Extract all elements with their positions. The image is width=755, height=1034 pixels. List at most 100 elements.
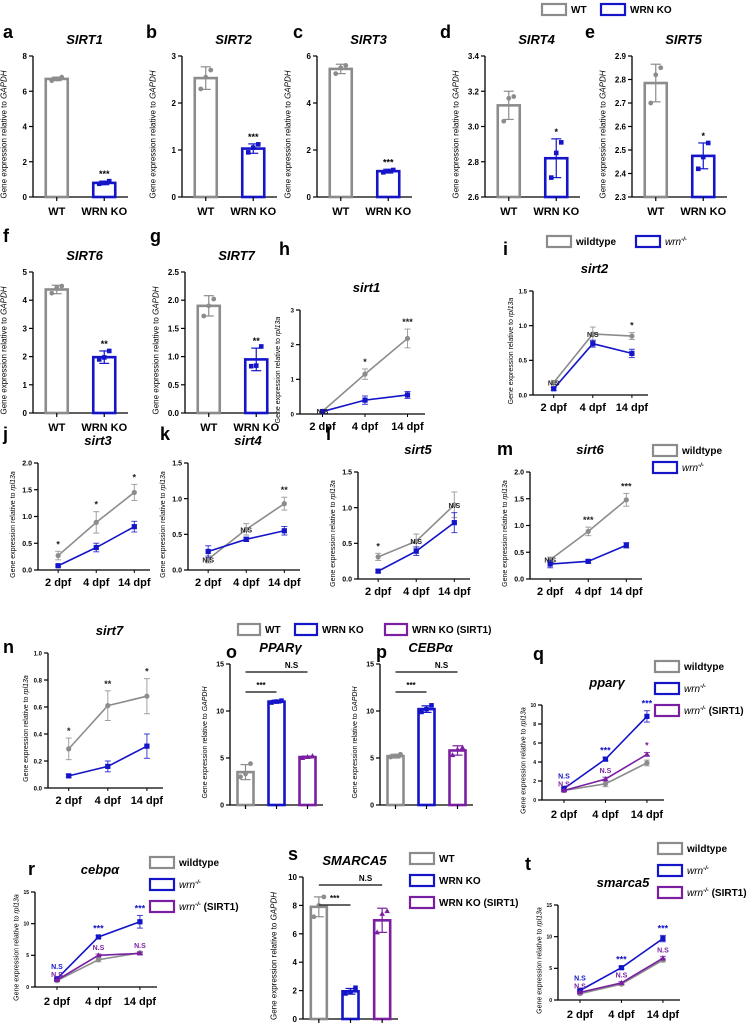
y-tick-label: 10: [530, 703, 536, 709]
chart-title: SIRT7: [218, 248, 255, 263]
data-point: [201, 313, 207, 319]
chart-title: SIRT4: [518, 32, 555, 47]
data-point: [137, 919, 143, 925]
data-point: [424, 706, 429, 712]
data-point: [93, 544, 99, 551]
data-point: [54, 76, 60, 82]
chart-title: sirt1: [353, 280, 380, 295]
significance-label: N.S: [51, 972, 63, 979]
x-tick-label: 14 dpf: [131, 795, 164, 807]
y-tick-label: 2.0: [168, 296, 180, 305]
significance-label: ***: [621, 481, 632, 491]
legend-item: WRN KO (SIRT1): [383, 622, 491, 637]
significance-label: *: [133, 472, 137, 482]
legend-swatch: [651, 460, 679, 475]
y-axis-label: Gene expression relative to GAPDH: [599, 70, 608, 198]
y-tick-label: 1.0: [22, 514, 32, 521]
panel-f: 0 1 2 3 4 5 Gene expression relative to GAPDH S…: [0, 226, 128, 434]
panel-letter: b: [146, 22, 157, 42]
y-tick-label: 2.3: [615, 193, 627, 202]
y-tick-label: 3.0: [468, 123, 480, 132]
legend-swatch: [599, 2, 627, 17]
x-tick-label: 2 dpf: [567, 1009, 594, 1021]
data-point: [413, 548, 419, 554]
data-point: [250, 145, 256, 150]
legend-label: WT: [265, 625, 281, 636]
data-point: [255, 142, 261, 147]
data-point: [643, 751, 650, 757]
data-point: [375, 568, 381, 574]
panel-o: 0 5 10 15 Gene expression relative to GAPDH P…: [202, 640, 323, 810]
y-tick-label: 0.0: [22, 568, 32, 575]
chart-title: sirt6: [576, 442, 604, 457]
y-tick-label: 10: [216, 709, 224, 716]
y-axis-label: Gene expression relative to rpl13a: [521, 707, 528, 814]
significance-label: **: [101, 339, 109, 349]
legend-label: WRN KO: [630, 5, 672, 16]
panel-d: 2.6 2.8 3.0 3.2 3.4 Gene expression relative …: [440, 22, 580, 218]
data-point: [660, 935, 666, 942]
data-point: [59, 74, 65, 80]
panel-letter: s: [288, 844, 298, 864]
panel-g: 0.0 0.5 1.0 1.5 2.0 2.5 Gene expression relati…: [150, 226, 280, 434]
data-point: [274, 699, 279, 704]
x-tick-label: 2 dpf: [44, 996, 71, 1008]
legend-swatch: [148, 899, 176, 914]
x-tick-label: WT: [197, 206, 214, 218]
data-point: [585, 558, 591, 564]
y-tick-label: 2.9: [615, 52, 627, 61]
legend-swatch: [545, 234, 573, 249]
x-tick-label: 2 dpf: [45, 577, 72, 589]
significance-label: *: [645, 741, 649, 751]
data-point: [96, 181, 102, 187]
significance-label: N.S: [240, 527, 252, 534]
bar: [240, 147, 266, 199]
y-tick-label: 10: [23, 922, 29, 928]
legend-label: wildtype: [575, 237, 616, 248]
data-point: [281, 528, 287, 534]
y-tick-label: 15: [23, 890, 29, 896]
panel-letter: p: [376, 642, 387, 662]
y-tick-label: 0: [370, 803, 374, 810]
y-axis-label: Gene expression relative to GAPDH: [270, 892, 279, 1020]
significance-label: N.S: [657, 947, 669, 954]
data-point: [53, 977, 60, 983]
significance-label: N.S: [51, 964, 63, 971]
legend-item: WT: [540, 2, 587, 17]
y-tick-label: 0: [549, 998, 552, 1004]
x-tick-label: 2 dpf: [365, 586, 392, 598]
data-point: [281, 501, 287, 507]
y-axis-label: Gene expression relative to rpl13a: [508, 298, 515, 405]
legend-item: wildtype: [545, 234, 616, 249]
y-tick-label: 15: [216, 662, 224, 669]
significance-label: N.S: [574, 976, 586, 983]
legend-label: wildtype: [686, 844, 727, 855]
data-point: [144, 743, 150, 749]
data-point: [375, 554, 381, 560]
significance-label: ***: [93, 924, 104, 934]
data-point: [419, 709, 424, 715]
legend-label: WRN KO (SIRT1): [439, 898, 518, 909]
data-point: [602, 781, 609, 787]
legend-swatch: [656, 863, 684, 878]
legend-s_side: WT WRN KO WRN KO (SIRT1): [408, 851, 518, 910]
panel-j: 0.0 0.5 1.0 1.5 2.0 Gene expression relative …: [2, 424, 151, 589]
x-tick-label: 14 dpf: [438, 586, 471, 598]
y-tick-label: 3: [172, 52, 177, 61]
significance-label: N.S: [558, 782, 570, 789]
x-tick-label: 2 dpf: [537, 586, 564, 598]
data-point: [248, 761, 253, 767]
legend-label: WT: [571, 5, 587, 16]
data-point: [208, 67, 214, 73]
significance-label: ***: [402, 317, 413, 327]
data-point: [95, 957, 102, 963]
legend-label: WRN KO: [322, 625, 364, 636]
data-point: [374, 929, 380, 935]
significance-label: *: [363, 357, 367, 367]
data-point: [66, 746, 72, 752]
legend-ab_top: WT WRN KO: [540, 2, 672, 17]
bar: [44, 288, 70, 415]
x-tick-label: WRN KO: [533, 206, 579, 218]
legend-item: wrn-/-: [148, 877, 201, 892]
